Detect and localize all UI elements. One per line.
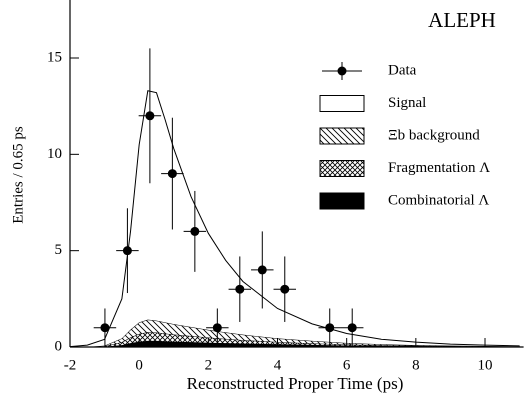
data-point xyxy=(167,169,177,179)
stack-area xyxy=(70,332,520,347)
legend-swatch xyxy=(319,127,365,145)
y-axis-label: Entries / 0.65 ps xyxy=(10,126,26,224)
y-tick-label: 15 xyxy=(47,49,62,65)
data-point xyxy=(347,323,357,333)
stack-area xyxy=(70,90,520,348)
x-axis-label: Reconstructed Proper Time (ps) xyxy=(187,374,404,393)
x-tick-label: 4 xyxy=(274,357,282,373)
data-point xyxy=(280,284,290,294)
legend-label: Combinatorial Λ xyxy=(388,192,489,208)
legend-swatch xyxy=(319,160,365,177)
data-point xyxy=(325,323,335,333)
x-tick-label: -2 xyxy=(64,357,77,373)
data-point xyxy=(212,323,222,333)
legend-label: Data xyxy=(388,62,417,78)
legend-swatch xyxy=(319,95,365,112)
data-point xyxy=(145,111,155,121)
x-tick-label: 0 xyxy=(135,357,143,373)
data-point xyxy=(100,323,110,333)
legend-swatch xyxy=(319,192,365,210)
y-tick-label: 0 xyxy=(55,338,63,354)
stack-area xyxy=(70,319,520,347)
x-tick-label: 2 xyxy=(205,357,213,373)
data-point xyxy=(190,226,200,236)
legend-label: Signal xyxy=(388,95,426,111)
experiment-label: ALEPH xyxy=(428,8,496,32)
legend-label: Fragmentation Λ xyxy=(388,160,490,176)
data-point xyxy=(257,265,267,275)
legend-label: Ξb background xyxy=(388,127,480,143)
stack-edge xyxy=(69,90,520,348)
x-tick-label: 10 xyxy=(478,357,493,373)
y-tick-label: 5 xyxy=(55,242,63,258)
y-tick-label: 10 xyxy=(47,146,62,162)
x-tick-label: 8 xyxy=(412,357,420,373)
data-point xyxy=(122,246,132,256)
x-tick-label: 6 xyxy=(343,357,351,373)
legend-marker xyxy=(337,66,347,76)
data-point xyxy=(235,284,245,294)
